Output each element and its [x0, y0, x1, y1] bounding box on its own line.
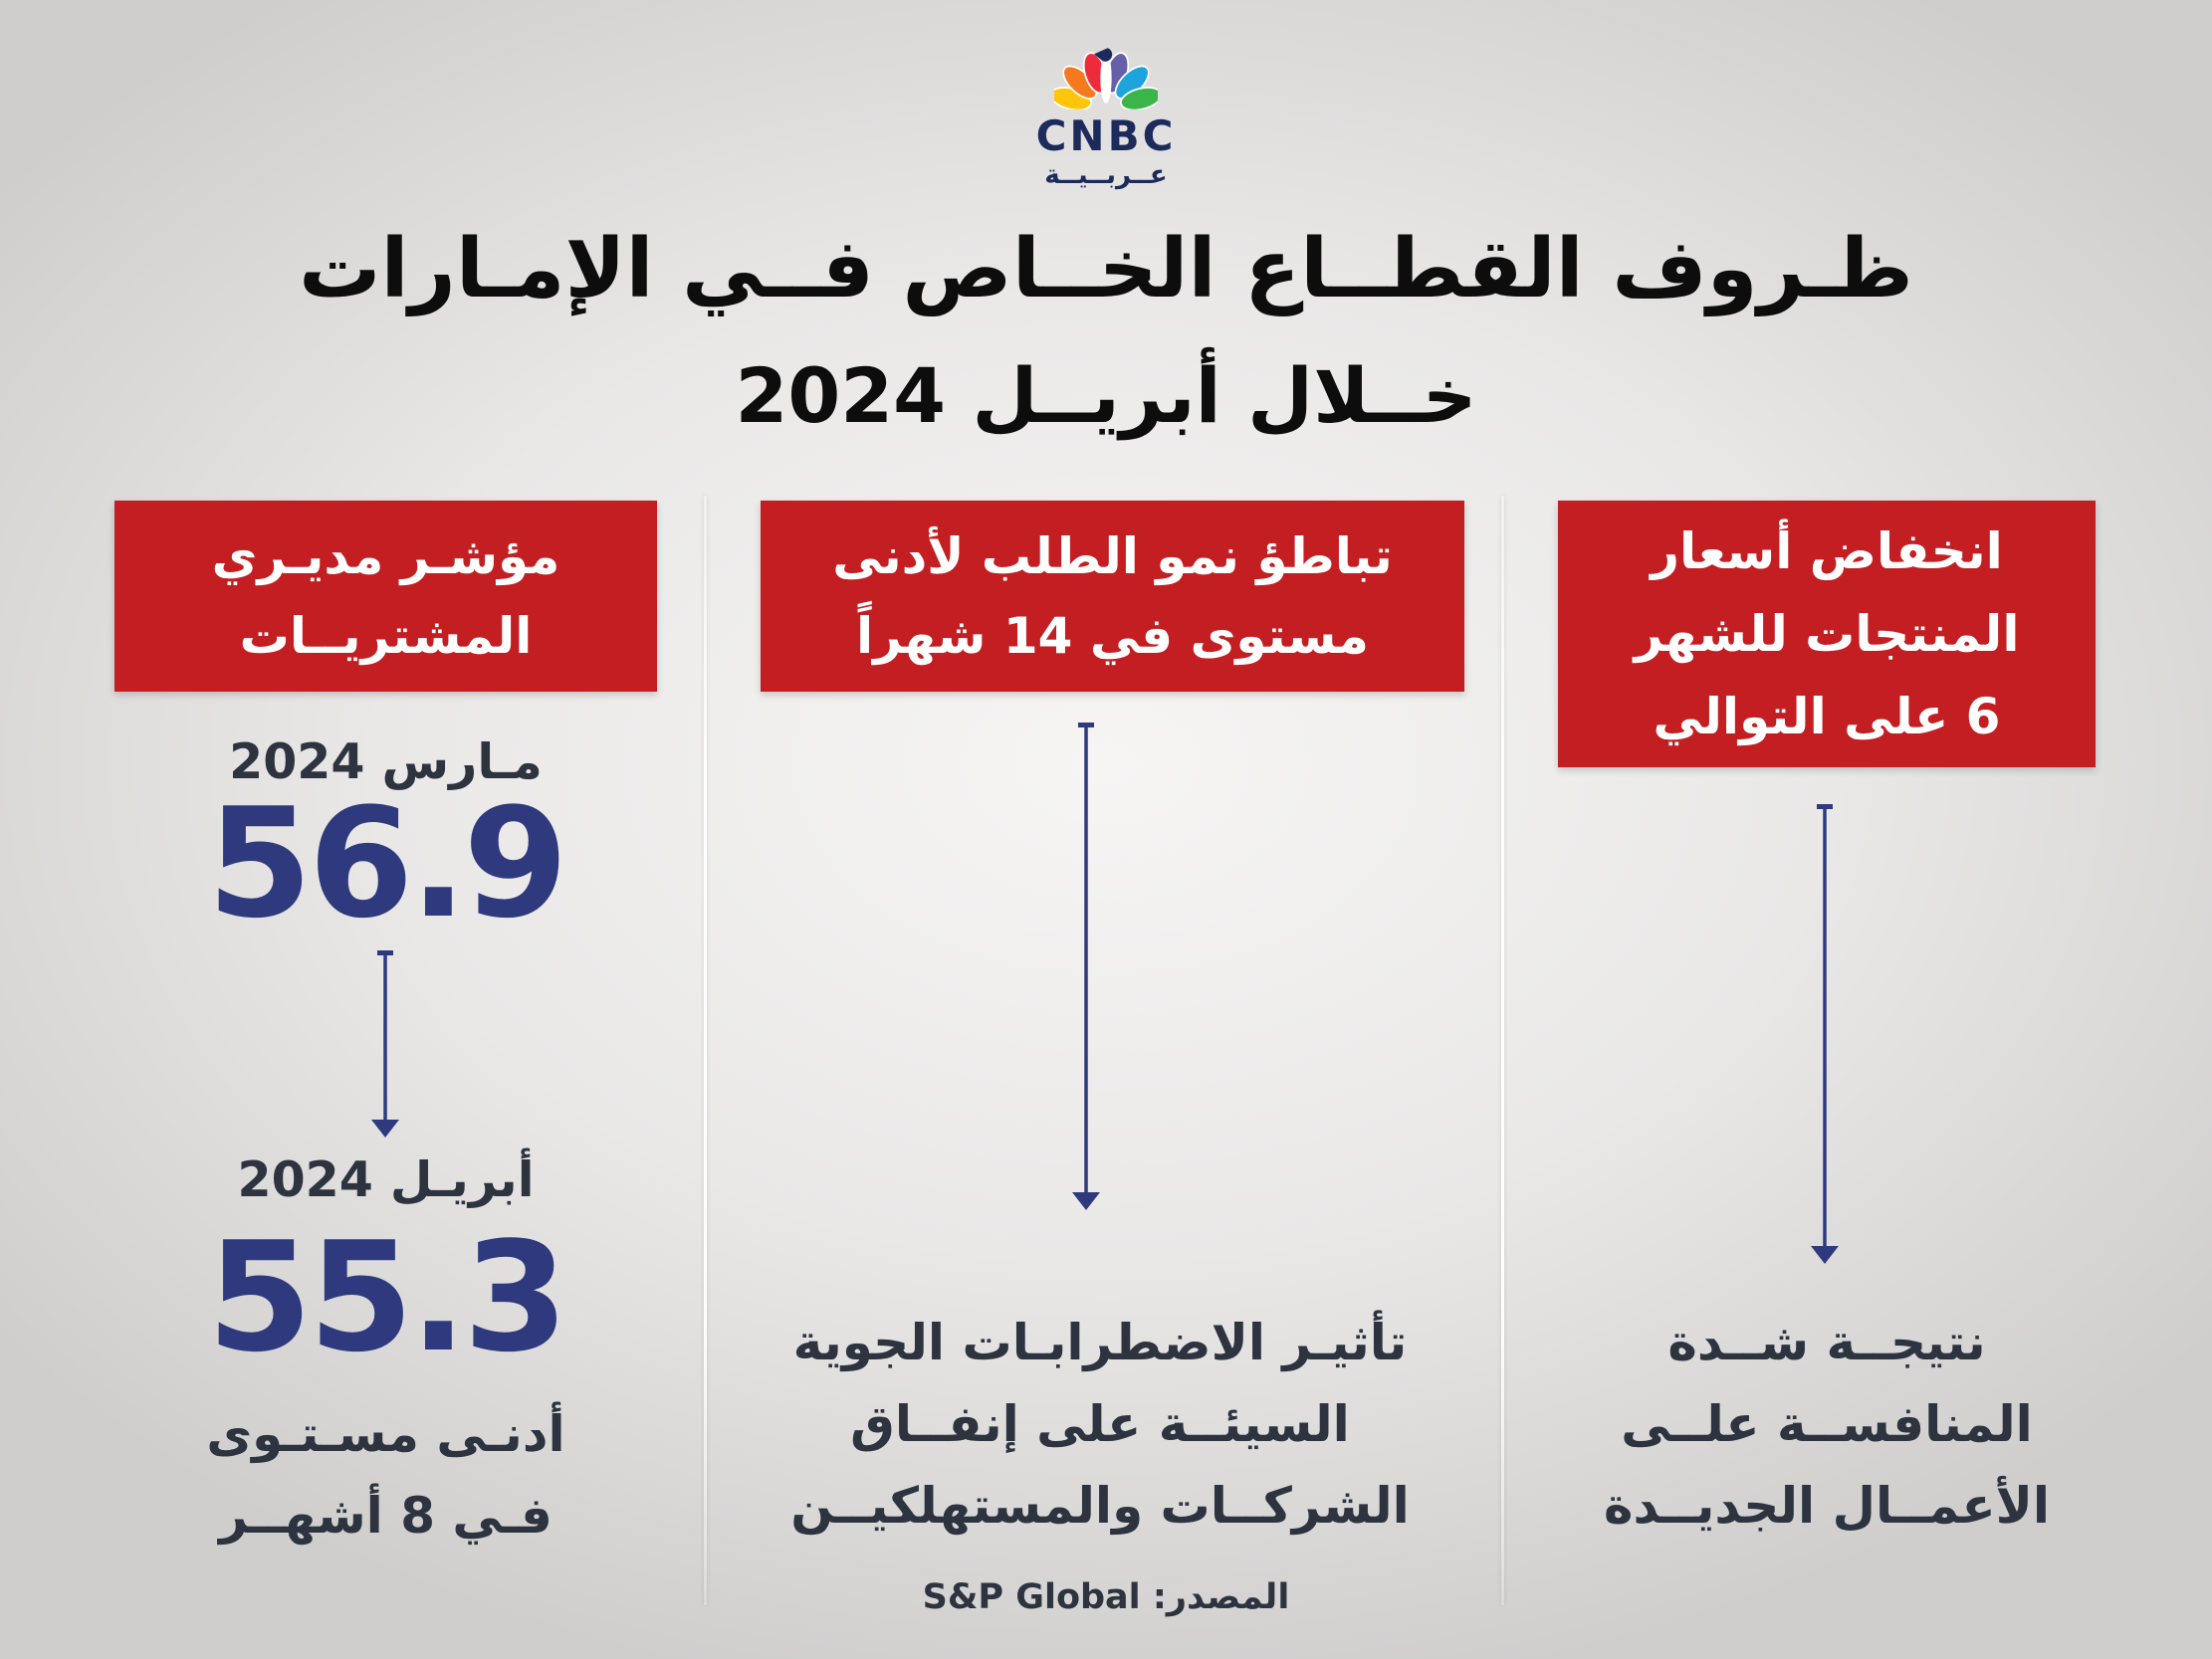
demand-headline-line-1: تباطؤ نمو الطلب لأدنى — [832, 527, 1393, 585]
pmi-note: أدنـى مسـتـوى فـي 8 أشهــر — [129, 1393, 642, 1556]
source-value: S&P Global — [922, 1577, 1141, 1617]
cnbc-arabia-logo: CNBC عــربــيــة — [0, 42, 2212, 190]
prices-down-arrow — [1811, 804, 1839, 1264]
demand-note-line-1: تأثيـر الاضطرابـات الجوية — [792, 1314, 1408, 1371]
pmi-headline-box: مؤشـر مديـري المشتريــات — [114, 501, 657, 692]
pmi-note-line-2: فـي 8 أشهــر — [219, 1487, 553, 1545]
cnbc-peacock-icon — [1049, 48, 1163, 111]
demand-headline-line-2: مستوى في 14 شهراً — [856, 607, 1369, 665]
april-2024-label: أبريـل 2024 — [237, 1151, 535, 1208]
peacock-head — [1093, 48, 1113, 62]
source-label: المصدر: — [1152, 1577, 1290, 1617]
pmi-down-arrow — [371, 950, 399, 1138]
march-2024-label: مـارس 2024 — [229, 733, 543, 790]
demand-down-arrow — [1072, 723, 1100, 1210]
april-pmi-value: 55.3 — [206, 1209, 568, 1385]
prices-note: نتيجــة شــدة المنافســة علــى الأعمــال… — [1563, 1302, 2091, 1547]
logo-brand-arabic-text: عــربــيــة — [1044, 160, 1168, 190]
prices-note-line-1: نتيجــة شــدة — [1667, 1314, 1986, 1371]
logo-brand-text: CNBC — [1035, 111, 1177, 160]
demand-headline-box: تباطؤ نمو الطلب لأدنى مستوى في 14 شهراً — [761, 501, 1464, 692]
demand-note: تأثيـر الاضطرابـات الجوية السيئــة على إ… — [757, 1302, 1443, 1547]
pmi-headline-line-1: مؤشـر مديـري — [211, 527, 560, 585]
demand-note-line-3: الشركــات والمستهلكيــن — [790, 1477, 1410, 1535]
prices-headline-line-3: 6 على التوالي — [1653, 687, 2001, 745]
prices-note-line-2: المنافســة علــى — [1621, 1395, 2033, 1453]
column-divider-1 — [704, 496, 707, 1605]
title-line-1: ظـروف القطــاع الخــاص فــي الإمـارات — [299, 222, 1913, 316]
title-line-2: خــلال أبريــل 2024 — [735, 351, 1477, 440]
column-divider-2 — [1501, 496, 1504, 1605]
prices-headline-line-1: انخفاض أسعار — [1651, 521, 2003, 580]
pmi-headline-line-2: المشتريــات — [239, 607, 533, 665]
pmi-note-line-1: أدنـى مسـتـوى — [206, 1405, 565, 1463]
demand-note-line-2: السيئــة على إنفــاق — [850, 1395, 1350, 1453]
prices-headline-box: انخفاض أسعار المنتجات للشهر 6 على التوال… — [1558, 501, 2096, 767]
prices-headline-line-2: المنتجات للشهر — [1634, 604, 2020, 663]
march-pmi-value: 56.9 — [206, 775, 568, 951]
source-line: المصدر: S&P Global — [0, 1577, 2212, 1617]
prices-note-line-3: الأعمــال الجديــدة — [1604, 1477, 2050, 1535]
